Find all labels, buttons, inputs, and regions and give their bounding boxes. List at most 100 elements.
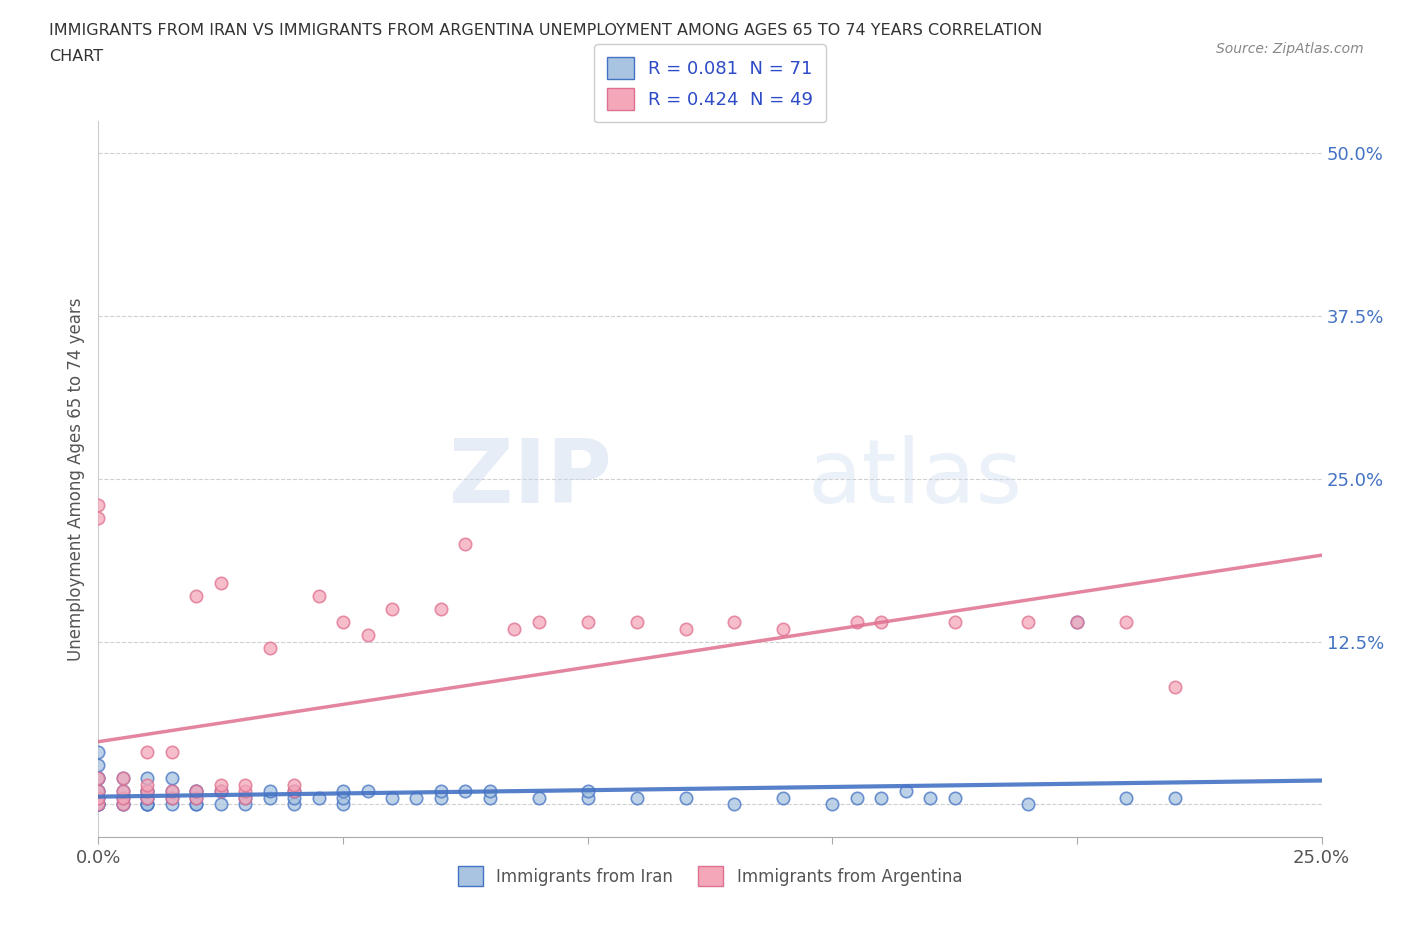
Point (332, 797, 354, 812)
Point (136, 790, 159, 805)
Point (332, 784, 354, 799)
Point (233, 797, 256, 812)
Point (186, 797, 208, 812)
Point (454, 537, 477, 551)
Point (111, 790, 134, 805)
Y-axis label: Unemployment Among Ages 65 to 74 years: Unemployment Among Ages 65 to 74 years (66, 298, 84, 660)
Point (845, 790, 868, 805)
Text: Source: ZipAtlas.com: Source: ZipAtlas.com (1216, 42, 1364, 56)
Text: CHART: CHART (49, 49, 103, 64)
Point (1066, 615, 1088, 630)
Point (87, 511, 110, 525)
Point (576, 790, 599, 805)
Point (332, 615, 354, 630)
Point (87, 797, 110, 812)
Point (87, 758, 110, 773)
Point (259, 641, 281, 656)
Point (160, 784, 183, 799)
Point (1066, 615, 1088, 630)
Point (527, 790, 550, 805)
Point (136, 790, 159, 805)
Point (1017, 797, 1039, 812)
Point (259, 784, 281, 799)
Point (723, 615, 745, 630)
Point (186, 589, 208, 604)
Point (87, 797, 110, 812)
Point (332, 790, 354, 805)
Point (136, 745, 159, 760)
Point (283, 784, 305, 799)
Point (209, 576, 232, 591)
Point (870, 790, 893, 805)
Point (209, 777, 232, 792)
Point (723, 797, 745, 812)
Point (160, 797, 183, 812)
Point (160, 790, 183, 805)
Point (308, 790, 330, 805)
Point (405, 790, 427, 805)
Point (186, 790, 208, 805)
Point (283, 777, 305, 792)
Point (381, 790, 404, 805)
Point (1164, 680, 1187, 695)
Legend: Immigrants from Iran, Immigrants from Argentina: Immigrants from Iran, Immigrants from Ar… (451, 859, 969, 893)
Point (675, 621, 697, 636)
Point (87, 797, 110, 812)
Point (894, 784, 917, 799)
Point (209, 784, 232, 799)
Point (454, 784, 477, 799)
Text: ZIP: ZIP (450, 435, 612, 523)
Point (626, 790, 648, 805)
Point (87, 784, 110, 799)
Point (136, 790, 159, 805)
Point (1115, 790, 1137, 805)
Point (478, 790, 501, 805)
Point (356, 628, 378, 643)
Point (87, 771, 110, 786)
Point (87, 797, 110, 812)
Point (186, 784, 208, 799)
Point (186, 790, 208, 805)
Text: atlas: atlas (808, 435, 1024, 523)
Point (87, 797, 110, 812)
Point (87, 771, 110, 786)
Point (136, 797, 159, 812)
Point (87, 784, 110, 799)
Point (136, 784, 159, 799)
Point (1164, 790, 1187, 805)
Point (111, 797, 134, 812)
Point (283, 790, 305, 805)
Point (527, 615, 550, 630)
Point (209, 784, 232, 799)
Point (87, 498, 110, 512)
Point (136, 771, 159, 786)
Point (478, 784, 501, 799)
Point (160, 784, 183, 799)
Point (87, 745, 110, 760)
Point (233, 790, 256, 805)
Point (772, 621, 794, 636)
Point (160, 790, 183, 805)
Point (430, 790, 453, 805)
Point (233, 777, 256, 792)
Point (111, 790, 134, 805)
Point (87, 790, 110, 805)
Point (136, 784, 159, 799)
Point (233, 784, 256, 799)
Point (136, 797, 159, 812)
Point (87, 784, 110, 799)
Point (186, 784, 208, 799)
Point (503, 621, 526, 636)
Point (821, 797, 844, 812)
Point (111, 771, 134, 786)
Point (111, 771, 134, 786)
Point (136, 777, 159, 792)
Point (160, 745, 183, 760)
Point (87, 771, 110, 786)
Point (136, 797, 159, 812)
Point (943, 615, 966, 630)
Point (111, 784, 134, 799)
Point (626, 615, 648, 630)
Point (111, 797, 134, 812)
Point (283, 784, 305, 799)
